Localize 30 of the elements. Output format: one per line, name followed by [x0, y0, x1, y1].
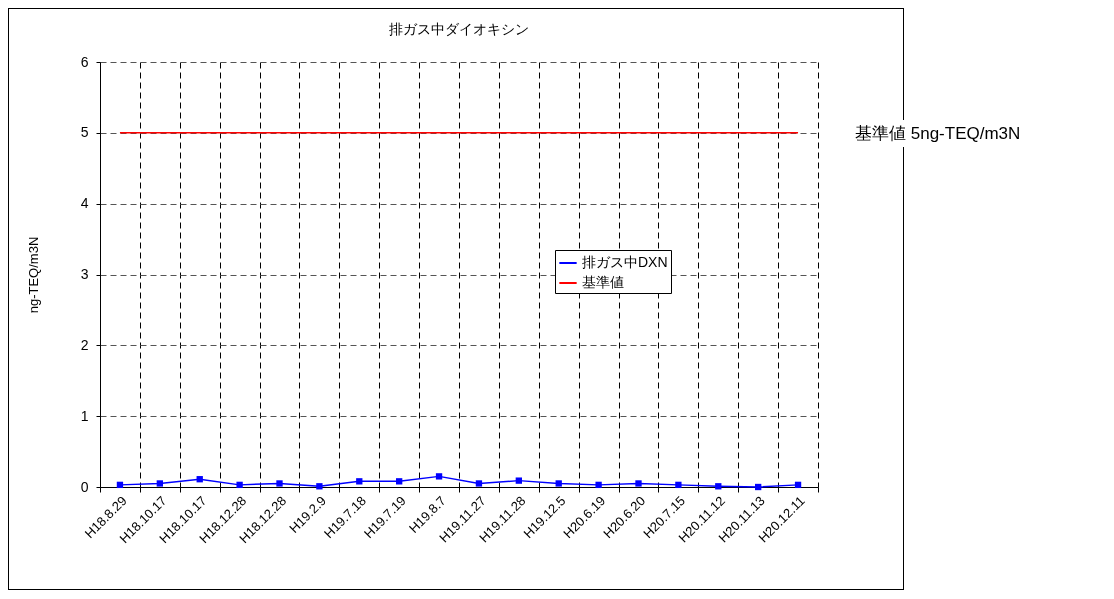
point [196, 476, 203, 483]
point [316, 483, 323, 490]
legend-label: 排ガス中DXN [582, 254, 668, 270]
point [475, 480, 483, 487]
point [356, 478, 363, 485]
point [116, 481, 124, 489]
point [675, 481, 682, 489]
legend-label: 基準値 [582, 274, 624, 290]
point [156, 480, 163, 487]
y-tick-label: 0 [80, 478, 89, 495]
point [555, 480, 562, 487]
point [515, 477, 522, 484]
point [755, 483, 762, 491]
point [236, 481, 243, 489]
y-tick-label: 2 [80, 336, 89, 353]
point [396, 478, 403, 485]
text: 基準値 5ng-TEQ/m3N [852, 120, 1024, 147]
point [595, 481, 602, 489]
y-tick-label: 3 [80, 266, 89, 282]
chart-title: 排ガス中ダイオキシン [389, 21, 529, 37]
y-tick-label: 6 [80, 53, 89, 70]
point [715, 483, 722, 490]
y-tick-label: 1 [80, 407, 89, 424]
y-tick-label: 5 [80, 124, 89, 141]
point [276, 480, 283, 487]
point [635, 480, 642, 487]
point [794, 481, 802, 489]
y-axis-title: ng-TEQ/m3N [25, 236, 41, 314]
point [435, 473, 443, 480]
y-tick-label: 4 [80, 195, 89, 212]
